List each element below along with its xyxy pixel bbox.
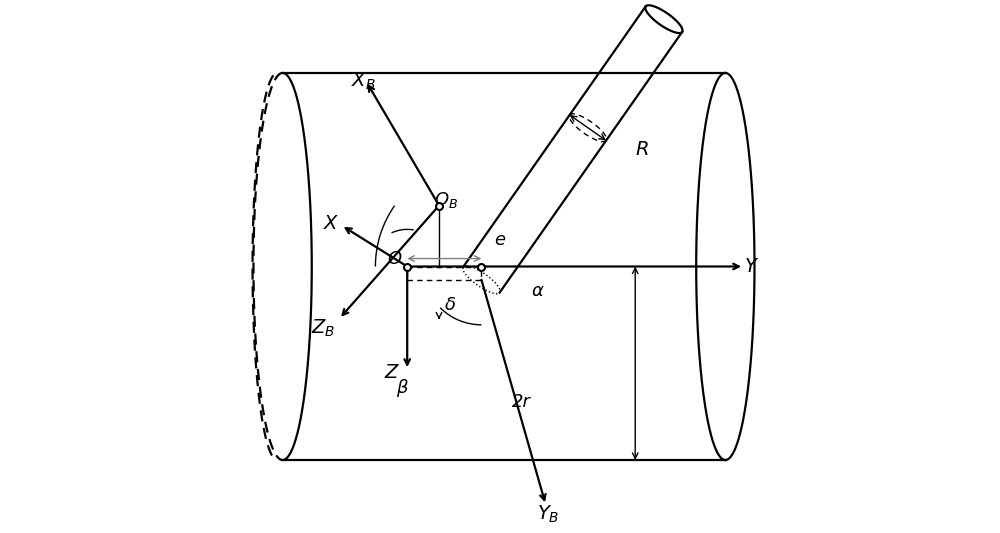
Text: Y: Y <box>745 257 757 276</box>
Text: 2r: 2r <box>512 393 531 411</box>
Text: R: R <box>635 140 649 159</box>
Text: $Z_B$: $Z_B$ <box>311 318 336 339</box>
Text: Z: Z <box>385 363 398 382</box>
Text: $\delta$: $\delta$ <box>444 296 456 314</box>
Text: $X_B$: $X_B$ <box>351 70 376 92</box>
Text: $\beta$: $\beta$ <box>396 377 409 399</box>
Text: $O_B$: $O_B$ <box>434 190 458 209</box>
Text: X: X <box>324 214 337 232</box>
Text: $\alpha$: $\alpha$ <box>531 282 545 301</box>
Text: $Y_B$: $Y_B$ <box>537 504 559 525</box>
Text: e: e <box>494 231 506 249</box>
Text: O: O <box>387 250 401 268</box>
